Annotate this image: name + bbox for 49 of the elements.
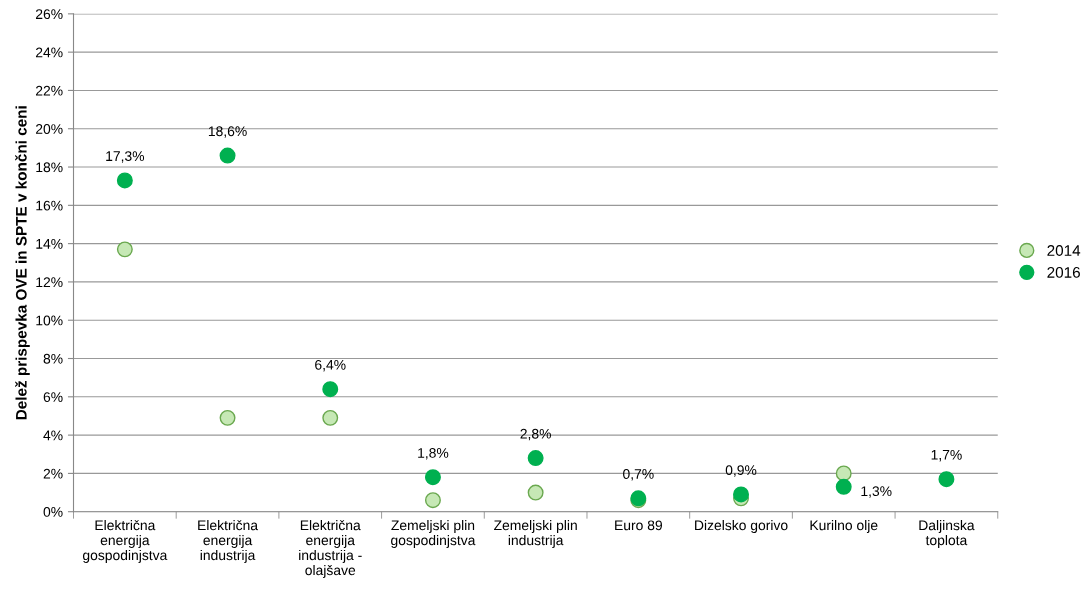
- y-tick-label: 4%: [43, 430, 63, 441]
- y-tick-label: 22%: [35, 85, 63, 96]
- point: [527, 484, 544, 501]
- y-tick-label: 0%: [43, 507, 63, 517]
- x-tick-label: Električna energija industrija - olajšave: [299, 519, 362, 578]
- data-label: 17,3%: [106, 151, 145, 163]
- data-label: 2,8%: [520, 428, 551, 441]
- legend-label: 2014: [1047, 245, 1081, 256]
- x-tick-label: Daljinska toplota: [919, 520, 975, 548]
- point: [527, 450, 544, 467]
- x-tick-label: Električna energija gospodinjstva: [82, 519, 168, 563]
- x-tick-label: Kurilno olje: [810, 520, 878, 533]
- point: [835, 478, 852, 495]
- point: [322, 409, 339, 426]
- point: [424, 492, 441, 509]
- y-tick-label: 12%: [36, 277, 63, 288]
- data-label: 1,8%: [418, 447, 449, 460]
- y-tick-label: 24%: [35, 47, 63, 58]
- x-tick-label: Euro 89: [615, 520, 662, 531]
- x-tick-label: Električna energija industrija: [198, 519, 259, 563]
- point: [322, 381, 339, 398]
- point: [219, 409, 236, 426]
- x-tick-label: Dizelsko gorivo: [695, 520, 788, 533]
- point: [938, 471, 955, 488]
- y-tick-label: 10%: [36, 315, 63, 326]
- point: [219, 147, 236, 164]
- data-label: 0,7%: [623, 469, 654, 481]
- x-tick-label: Zemeljski plin gospodinjstva: [391, 520, 476, 548]
- point: [116, 241, 133, 258]
- data-label: 18,6%: [208, 126, 247, 138]
- legend-label: 2016: [1047, 267, 1080, 278]
- data-label: 1,3%: [861, 486, 892, 498]
- point: [733, 486, 750, 503]
- y-tick-label: 8%: [43, 353, 63, 364]
- y-tick-label: 20%: [35, 124, 63, 134]
- y-tick-label: 2%: [43, 468, 63, 479]
- point: [424, 469, 441, 486]
- y-tick-label: 18%: [36, 162, 63, 173]
- data-label: 6,4%: [315, 359, 346, 372]
- y-tick-label: 26%: [35, 9, 63, 20]
- y-tick-label: 14%: [36, 239, 63, 249]
- y-tick-label: 16%: [36, 200, 63, 211]
- data-label: 1,7%: [931, 449, 962, 462]
- y-tick-label: 6%: [43, 392, 63, 402]
- x-tick-label: Zemeljski plin industrija: [494, 520, 577, 548]
- point: [116, 172, 133, 189]
- data-label: 0,9%: [725, 465, 757, 477]
- y-axis-title: Delež prispevka OVE in SPTE v končni ceni: [15, 106, 30, 420]
- point: [835, 465, 852, 482]
